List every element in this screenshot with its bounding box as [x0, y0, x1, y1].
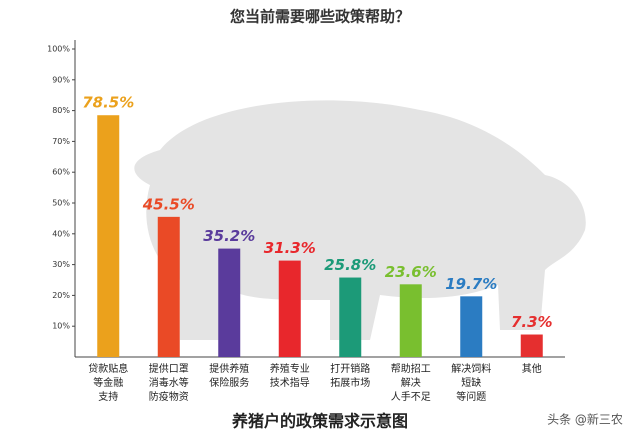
- y-tick-label: 40%: [52, 229, 70, 238]
- x-tick-label: 保险服务: [209, 376, 249, 389]
- x-tick-label: 消毒水等: [149, 376, 189, 389]
- value-label: 7.3%: [511, 313, 553, 331]
- y-tick-label: 60%: [52, 168, 70, 177]
- y-tick-label: 100%: [47, 45, 70, 54]
- chart-subtitle: 养猪户的政策需求示意图: [231, 412, 408, 431]
- x-tick-label: 养殖专业: [270, 362, 310, 375]
- y-tick-label: 70%: [52, 137, 70, 146]
- y-tick-label: 50%: [52, 199, 70, 208]
- watermark: 头条 @新三农: [547, 412, 623, 427]
- y-tick-label: 10%: [52, 322, 70, 331]
- bar: [460, 296, 483, 357]
- bar: [520, 334, 543, 357]
- x-tick-label: 解决饲料: [451, 362, 491, 375]
- bar: [157, 216, 180, 357]
- value-label: 45.5%: [142, 195, 195, 213]
- x-tick-label: 解决: [401, 376, 421, 389]
- value-label: 35.2%: [203, 227, 255, 245]
- x-tick-label: 打开销路: [330, 362, 370, 375]
- value-label: 31.3%: [264, 239, 316, 257]
- x-tick-label: 提供口罩: [149, 362, 189, 375]
- x-tick-label: 拓展市场: [330, 376, 370, 389]
- x-tick-label: 防疫物资: [149, 390, 189, 403]
- x-tick-label: 贷款贴息: [88, 362, 128, 375]
- y-tick-label: 80%: [52, 106, 70, 115]
- x-tick-label: 短缺: [461, 376, 481, 389]
- chart-title: 您当前需要哪些政策帮助？: [229, 8, 410, 26]
- bar: [399, 284, 422, 357]
- x-tick-label: 技术指导: [270, 376, 310, 389]
- y-tick-label: 30%: [52, 260, 70, 269]
- value-label: 25.8%: [324, 256, 376, 274]
- bar: [339, 277, 362, 357]
- value-label: 78.5%: [82, 94, 134, 112]
- x-tick-label: 帮助招工: [391, 362, 431, 375]
- value-label: 23.6%: [385, 263, 437, 281]
- y-tick-label: 20%: [52, 291, 70, 300]
- y-tick-label: 90%: [52, 75, 70, 84]
- bar: [97, 115, 120, 357]
- x-tick-label: 等金融: [93, 376, 123, 389]
- value-label: 19.7%: [445, 275, 497, 293]
- pig-silhouette: [134, 100, 586, 340]
- bar: [218, 248, 241, 357]
- x-tick-label: 等问题: [456, 390, 486, 403]
- x-tick-label: 人手不足: [391, 390, 431, 403]
- bar: [278, 260, 301, 357]
- x-tick-label: 支持: [98, 390, 118, 403]
- x-tick-label: 提供养殖: [209, 362, 249, 375]
- x-tick-label: 其他: [522, 362, 542, 375]
